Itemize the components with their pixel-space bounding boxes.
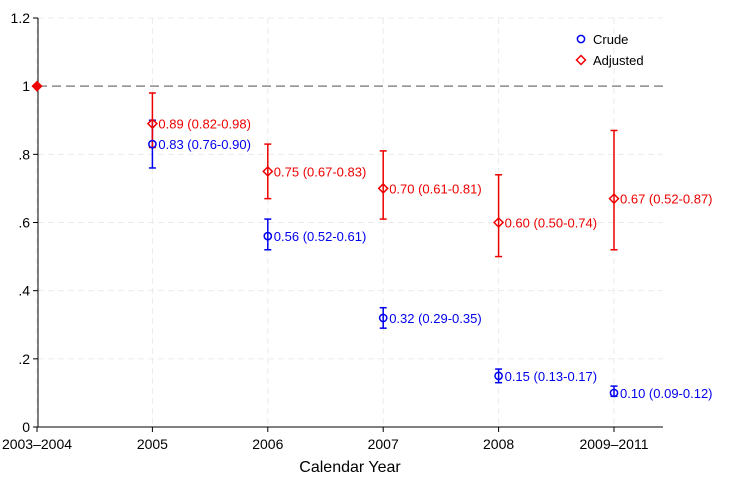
crude-data-label: 0.32 (0.29-0.35): [389, 311, 482, 326]
legend-crude-label: Crude: [593, 32, 628, 47]
crude-point: [378, 313, 388, 323]
y-tick-label: 1.2: [11, 10, 31, 26]
crude-data-label: 0.15 (0.13-0.17): [505, 369, 598, 384]
y-tick-label: .4: [18, 283, 30, 299]
y-tick-label: 0: [22, 419, 30, 435]
legend-adjusted-marker: [575, 54, 587, 66]
adjusted-point: [146, 118, 158, 130]
crude-point: [148, 139, 157, 149]
legend-adjusted-label: Adjusted: [593, 53, 644, 68]
x-tick-label: 2003–2004: [2, 436, 72, 452]
adjusted-data-label: 0.70 (0.61-0.81): [389, 181, 482, 196]
adjusted-data-label: 0.89 (0.82-0.98): [158, 117, 251, 132]
y-tick-label: .2: [18, 351, 30, 367]
crude-data-label: 0.56 (0.52-0.61): [274, 229, 367, 244]
x-tick-label: 2006: [252, 436, 283, 452]
y-tick-label: 1: [22, 78, 30, 94]
adjusted-point: [608, 193, 620, 205]
x-tick-label: 2007: [368, 436, 399, 452]
x-tick-label: 2008: [483, 436, 514, 452]
label-layer: 0.83 (0.76-0.90) 0.56 (0.52-0.61) 0.32 (0.…: [158, 117, 712, 401]
x-tick-label: 2009–2011: [579, 436, 648, 452]
adjusted-data-label: 0.60 (0.50-0.74): [505, 216, 598, 231]
legend-layer: Crude Adjusted: [575, 32, 644, 68]
adjusted-point: [493, 216, 505, 229]
y-tick-label: .6: [18, 215, 30, 231]
adjusted-point: [31, 80, 43, 92]
crude-point: [609, 388, 619, 398]
marker-layer: [31, 80, 620, 398]
legend-crude-marker: [576, 34, 586, 44]
adjusted-point: [262, 165, 274, 177]
y-tick-label: .8: [18, 146, 30, 162]
crude-data-label: 0.10 (0.09-0.12): [620, 386, 713, 401]
crude-point: [494, 371, 503, 381]
adjusted-data-label: 0.75 (0.67-0.83): [274, 164, 367, 179]
adjusted-point: [377, 182, 389, 194]
x-axis-title: Calendar Year: [299, 459, 401, 476]
crude-data-label: 0.83 (0.76-0.90): [158, 137, 251, 152]
x-tick-label: 2005: [137, 436, 168, 452]
crude-point: [263, 231, 273, 241]
adjusted-data-label: 0.67 (0.52-0.87): [620, 192, 713, 207]
